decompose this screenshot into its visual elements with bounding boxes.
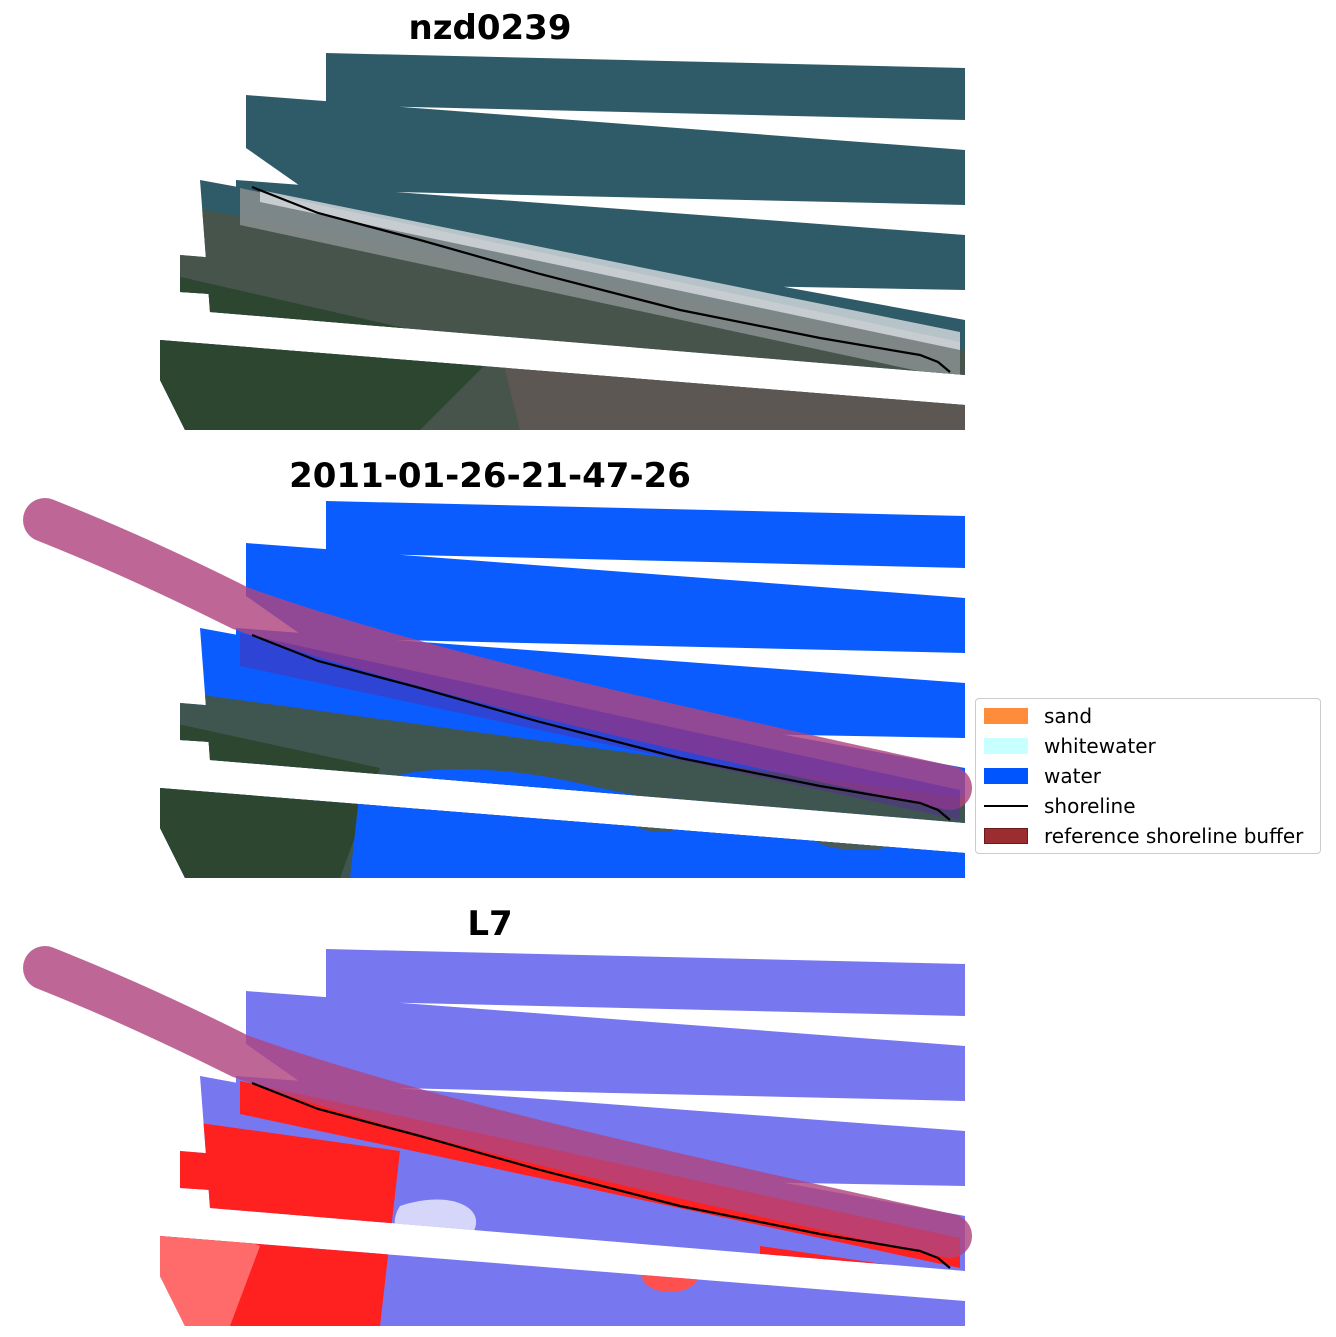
sand-swatch [984,708,1028,724]
panel-title-index: L7 [467,904,513,944]
legend-item-shoreline: shoreline [984,792,1136,820]
rgb-image-bands [160,53,965,430]
legend-label: sand [1044,704,1093,728]
legend-item-sand: sand [984,702,1092,730]
panel-title-classified: 2011-01-26-21-47-26 [289,456,691,496]
water-swatch [984,768,1028,784]
legend-label: reference shoreline buffer [1044,824,1304,848]
index-image [23,946,972,1326]
legend-label: water [1044,764,1101,788]
legend-label: shoreline [1044,794,1136,818]
whitewater-swatch [984,738,1028,754]
shoreline-line-icon [984,805,1028,807]
rgb-satellite-image [160,53,965,430]
legend-item-whitewater: whitewater [984,732,1156,760]
shoreline-line [251,633,951,821]
reference-shoreline-buffer [23,498,972,810]
classified-image [23,498,972,878]
buffer-swatch [984,828,1028,844]
shoreline-line [251,1081,951,1269]
reference-shoreline-buffer [23,946,972,1258]
panel-title-rgb: nzd0239 [408,8,572,48]
shoreline-line [251,185,951,373]
legend: sand whitewater water shoreline referenc… [975,698,1321,854]
legend-item-buffer: reference shoreline buffer [984,822,1303,850]
legend-item-water: water [984,762,1101,790]
legend-label: whitewater [1044,734,1156,758]
